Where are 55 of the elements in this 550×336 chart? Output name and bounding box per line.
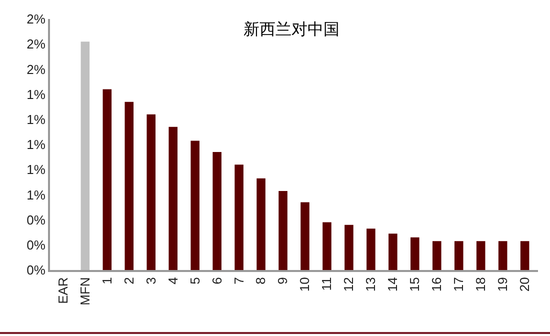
- y-tick-label: 1%: [26, 187, 46, 202]
- bar: [410, 237, 420, 270]
- y-tick-label: 1%: [26, 137, 46, 152]
- y-tick-label: 1%: [26, 112, 46, 127]
- x-tick-label: 12: [341, 277, 356, 292]
- chart-title: 新西兰对中国: [244, 19, 340, 38]
- bar: [190, 140, 200, 270]
- bar: [212, 152, 222, 270]
- x-tick-label: 9: [275, 277, 290, 284]
- x-tick-label: EAR: [55, 277, 70, 304]
- bar: [366, 228, 376, 270]
- bar: [344, 224, 354, 270]
- bar: [322, 222, 332, 270]
- x-tick-label: 18: [473, 277, 488, 292]
- y-tick-label: 1%: [26, 86, 46, 102]
- x-tick-label: 4: [165, 277, 180, 284]
- x-tick-label: 20: [517, 277, 532, 292]
- y-tick-label: 0%: [26, 262, 46, 278]
- x-tick-label: 3: [143, 277, 158, 284]
- bar: [476, 241, 486, 270]
- bar: [498, 241, 508, 270]
- x-tick-label: 17: [451, 277, 466, 292]
- y-tick-label: 1%: [26, 162, 46, 178]
- x-tick-label: MFN: [77, 277, 92, 306]
- x-tick-label: 14: [385, 277, 400, 292]
- x-tick-label: 10: [297, 277, 312, 292]
- x-tick-label: 15: [407, 277, 422, 292]
- y-tick-label: 2%: [26, 62, 46, 77]
- bar: [300, 202, 310, 270]
- y-tick-label: 0%: [26, 237, 46, 252]
- bar: [256, 178, 266, 270]
- y-tick-label: 2%: [26, 12, 46, 27]
- bar: [80, 42, 90, 270]
- bar: [146, 114, 156, 270]
- x-tick-label: 1: [99, 277, 114, 284]
- x-tick-label: 16: [429, 277, 444, 292]
- bar: [520, 241, 530, 270]
- y-tick-label: 0%: [26, 212, 46, 228]
- bar: [388, 234, 398, 270]
- x-tick-label: 6: [209, 277, 224, 284]
- bar: [278, 190, 288, 270]
- bar: [102, 89, 112, 270]
- x-tick-label: 2: [121, 277, 136, 284]
- x-tick-label: 8: [253, 277, 268, 284]
- x-tick-label: 11: [319, 277, 334, 291]
- x-tick-label: 5: [187, 277, 202, 284]
- bar: [124, 102, 134, 270]
- x-tick-label: 13: [363, 277, 378, 292]
- x-tick-label: 7: [231, 277, 246, 284]
- bar: [168, 126, 178, 270]
- y-tick-label: 2%: [26, 36, 46, 52]
- bar: [432, 241, 442, 270]
- bar: [234, 164, 244, 270]
- x-tick-label: 19: [495, 277, 510, 292]
- bar: [454, 241, 464, 270]
